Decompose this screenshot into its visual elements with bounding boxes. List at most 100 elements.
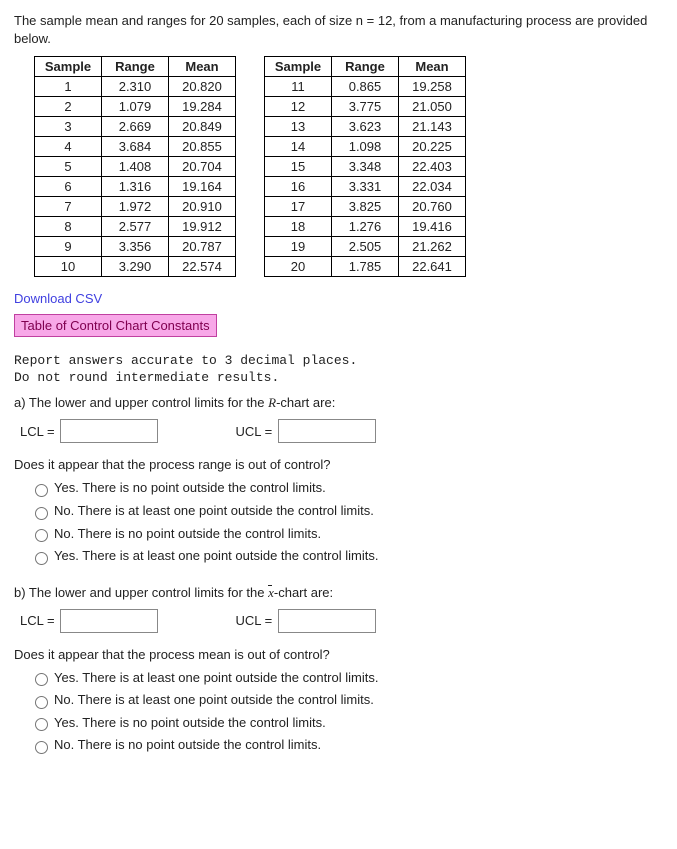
part-a-options: Yes. There is no point outside the contr…	[30, 480, 663, 564]
radio-option[interactable]: No. There is no point outside the contro…	[30, 526, 663, 543]
table-row: 12.31020.820	[35, 77, 236, 97]
table-cell: 20.820	[169, 77, 236, 97]
table-row: 110.86519.258	[265, 77, 466, 97]
table-cell: 1.408	[102, 157, 169, 177]
table-cell: 1.079	[102, 97, 169, 117]
col-range: Range	[332, 57, 399, 77]
table-cell: 3.331	[332, 177, 399, 197]
radio-input[interactable]	[35, 529, 48, 542]
constants-button[interactable]: Table of Control Chart Constants	[14, 314, 217, 337]
intro-text: The sample mean and ranges for 20 sample…	[14, 12, 663, 48]
table-cell: 21.262	[399, 237, 466, 257]
table-cell: 2.577	[102, 217, 169, 237]
radio-input[interactable]	[35, 673, 48, 686]
table-row: 51.40820.704	[35, 157, 236, 177]
table-cell: 21.143	[399, 117, 466, 137]
lcl-b-input[interactable]	[60, 609, 158, 633]
table-left: Sample Range Mean 12.31020.82021.07919.2…	[34, 56, 236, 277]
table-cell: 3.775	[332, 97, 399, 117]
radio-input[interactable]	[35, 484, 48, 497]
part-a-prompt: a) The lower and upper control limits fo…	[14, 395, 663, 411]
table-cell: 14	[265, 137, 332, 157]
table-cell: 19.164	[169, 177, 236, 197]
part-a-post: -chart are:	[276, 395, 335, 410]
table-cell: 1.276	[332, 217, 399, 237]
radio-option[interactable]: No. There is at least one point outside …	[30, 503, 663, 520]
table-cell: 20.849	[169, 117, 236, 137]
table-cell: 22.574	[169, 257, 236, 277]
table-cell: 20.760	[399, 197, 466, 217]
table-cell: 22.034	[399, 177, 466, 197]
table-cell: 20.704	[169, 157, 236, 177]
table-cell: 22.641	[399, 257, 466, 277]
table-cell: 19	[265, 237, 332, 257]
part-a-pre: a) The lower and upper control limits fo…	[14, 395, 268, 410]
radio-input[interactable]	[35, 741, 48, 754]
table-cell: 3.684	[102, 137, 169, 157]
table-cell: 1.972	[102, 197, 169, 217]
table-row: 21.07919.284	[35, 97, 236, 117]
ucl-a-input[interactable]	[278, 419, 376, 443]
radio-label: No. There is at least one point outside …	[54, 692, 374, 707]
table-cell: 2.310	[102, 77, 169, 97]
table-cell: 12	[265, 97, 332, 117]
radio-input[interactable]	[35, 552, 48, 565]
radio-label: Yes. There is no point outside the contr…	[54, 715, 326, 730]
radio-input[interactable]	[35, 696, 48, 709]
radio-option[interactable]: No. There is no point outside the contro…	[30, 737, 663, 754]
lcl-a-input[interactable]	[60, 419, 158, 443]
table-row: 71.97220.910	[35, 197, 236, 217]
table-cell: 1.316	[102, 177, 169, 197]
radio-label: Yes. There is at least one point outside…	[54, 548, 378, 563]
table-row: 82.57719.912	[35, 217, 236, 237]
radio-option[interactable]: Yes. There is no point outside the contr…	[30, 480, 663, 497]
col-sample: Sample	[265, 57, 332, 77]
radio-label: Yes. There is no point outside the contr…	[54, 480, 326, 495]
table-cell: 0.865	[332, 77, 399, 97]
radio-input[interactable]	[35, 507, 48, 520]
col-sample: Sample	[35, 57, 102, 77]
download-csv-link[interactable]: Download CSV	[14, 291, 102, 306]
table-cell: 10	[35, 257, 102, 277]
table-cell: 19.258	[399, 77, 466, 97]
table-row: 103.29022.574	[35, 257, 236, 277]
radio-option[interactable]: No. There is at least one point outside …	[30, 692, 663, 709]
table-cell: 16	[265, 177, 332, 197]
table-cell: 1.098	[332, 137, 399, 157]
table-cell: 6	[35, 177, 102, 197]
ucl-b-input[interactable]	[278, 609, 376, 633]
table-cell: 20.225	[399, 137, 466, 157]
table-cell: 11	[265, 77, 332, 97]
data-tables: Sample Range Mean 12.31020.82021.07919.2…	[34, 56, 663, 277]
radio-option[interactable]: Yes. There is no point outside the contr…	[30, 715, 663, 732]
radio-label: No. There is no point outside the contro…	[54, 526, 321, 541]
radio-label: No. There is at least one point outside …	[54, 503, 374, 518]
lcl-a-label: LCL =	[20, 424, 55, 439]
radio-option[interactable]: Yes. There is at least one point outside…	[30, 548, 663, 565]
part-b-pre: b) The lower and upper control limits fo…	[14, 585, 268, 600]
table-cell: 3.356	[102, 237, 169, 257]
radio-option[interactable]: Yes. There is at least one point outside…	[30, 670, 663, 687]
table-cell: 18	[265, 217, 332, 237]
table-cell: 22.403	[399, 157, 466, 177]
radio-input[interactable]	[35, 718, 48, 731]
table-row: 192.50521.262	[265, 237, 466, 257]
table-cell: 19.284	[169, 97, 236, 117]
table-cell: 20.855	[169, 137, 236, 157]
table-cell: 3.623	[332, 117, 399, 137]
table-cell: 3	[35, 117, 102, 137]
part-b-prompt: b) The lower and upper control limits fo…	[14, 585, 663, 601]
table-cell: 3.825	[332, 197, 399, 217]
table-row: 141.09820.225	[265, 137, 466, 157]
col-range: Range	[102, 57, 169, 77]
part-b-question: Does it appear that the process mean is …	[14, 647, 663, 662]
part-b-post: -chart are:	[274, 585, 333, 600]
table-cell: 20.787	[169, 237, 236, 257]
table-row: 61.31619.164	[35, 177, 236, 197]
table-row: 32.66920.849	[35, 117, 236, 137]
table-row: 173.82520.760	[265, 197, 466, 217]
table-cell: 9	[35, 237, 102, 257]
note-rounding: Do not round intermediate results.	[14, 370, 663, 385]
table-cell: 8	[35, 217, 102, 237]
table-cell: 20	[265, 257, 332, 277]
